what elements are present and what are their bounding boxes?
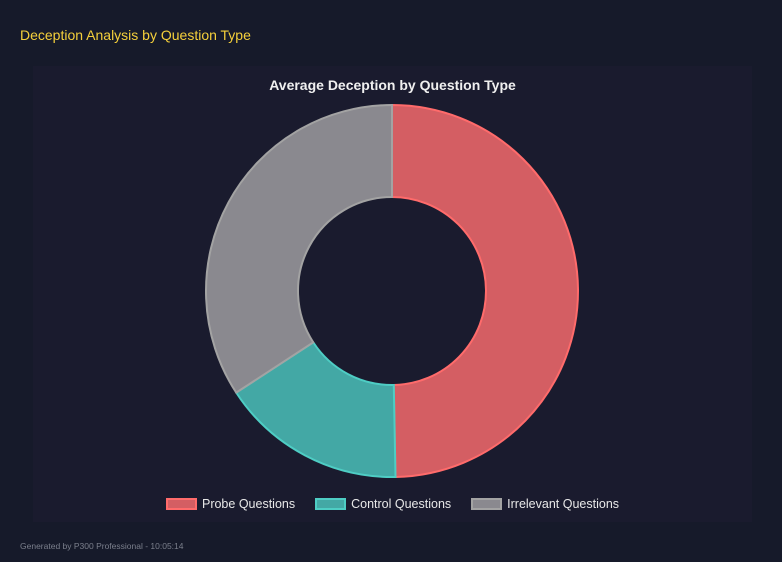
chart-panel: Average Deception by Question Type Probe… bbox=[33, 66, 752, 522]
footer-text: Generated by P300 Professional - 10:05:1… bbox=[20, 541, 184, 551]
legend-label: Control Questions bbox=[351, 497, 452, 511]
slice-irrelevant-questions[interactable] bbox=[205, 103, 393, 395]
legend-item-control[interactable]: Control Questions bbox=[315, 497, 451, 511]
legend-item-irrelevant[interactable]: Irrelevant Questions bbox=[471, 497, 619, 511]
legend-swatch bbox=[471, 498, 503, 510]
section-title: Deception Analysis by Question Type bbox=[20, 27, 251, 43]
legend-label: Probe Questions bbox=[201, 497, 296, 511]
chart-title: Average Deception by Question Type bbox=[269, 77, 516, 93]
slice-control-questions[interactable] bbox=[234, 340, 397, 478]
donut-chart bbox=[205, 103, 579, 478]
slice-probe-questions[interactable] bbox=[391, 103, 579, 478]
legend-item-probe[interactable]: Probe Questions bbox=[165, 497, 296, 511]
legend: Probe Questions Control Questions Irrele… bbox=[33, 497, 752, 511]
legend-swatch bbox=[165, 498, 197, 510]
legend-label: Irrelevant Questions bbox=[507, 497, 620, 511]
legend-swatch bbox=[315, 498, 347, 510]
